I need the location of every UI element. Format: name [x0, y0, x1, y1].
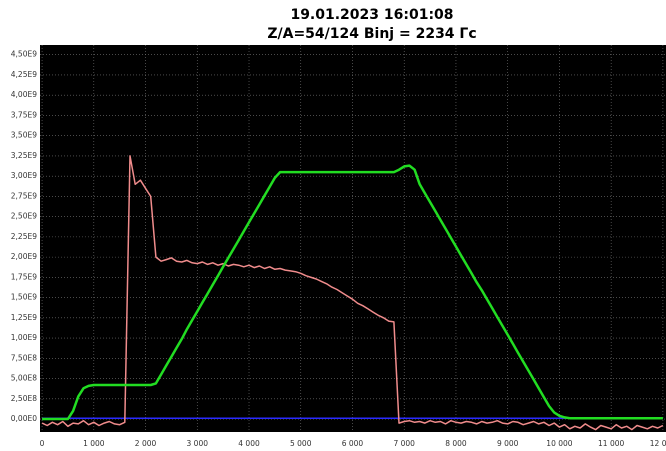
y-tick-label: 1,00E9	[11, 333, 37, 342]
x-tick-label: 2 000	[135, 439, 157, 448]
x-tick-label: 4 000	[238, 439, 260, 448]
x-tick-label: 11 000	[598, 439, 624, 448]
x-tick-label: 5 000	[290, 439, 312, 448]
series-line	[42, 164, 663, 421]
x-tick-label: 0	[40, 439, 45, 448]
y-tick-label: 3,50E9	[11, 131, 37, 140]
y-tick-label: 3,75E9	[11, 110, 37, 119]
x-tick-label: 9 000	[497, 439, 519, 448]
chart-subtitle: Z/A=54/124 Binj = 2234 Гс	[267, 26, 476, 42]
chart-title: 19.01.2023 16:01:08	[290, 7, 453, 23]
y-tick-label: 2,50E8	[11, 394, 37, 403]
y-tick-label: 1,75E9	[11, 272, 37, 281]
x-tick-label: 1 000	[83, 439, 105, 448]
y-tick-label: 2,50E9	[11, 212, 37, 221]
x-tick-label: 12 000	[650, 439, 666, 448]
x-tick-label: 8 000	[445, 439, 467, 448]
y-tick-label: 7,50E8	[11, 353, 37, 362]
y-tick-label: 5,00E8	[11, 374, 37, 383]
y-tick-label: 3,25E9	[11, 151, 37, 160]
y-tick-label: 4,00E9	[11, 90, 37, 99]
y-tick-label: 2,25E9	[11, 232, 37, 241]
y-tick-label: 4,50E9	[11, 50, 37, 59]
y-tick-label: 2,00E9	[11, 252, 37, 261]
x-tick-label: 3 000	[187, 439, 209, 448]
x-tick-label: 7 000	[393, 439, 415, 448]
y-tick-label: 1,50E9	[11, 293, 37, 302]
y-tick-label: 3,00E9	[11, 171, 37, 180]
series-line	[41, 155, 664, 431]
y-tick-label: 1,25E9	[11, 313, 37, 322]
x-tick-label: 10 000	[546, 439, 572, 448]
plot-area	[40, 45, 666, 432]
x-tick-label: 6 000	[342, 439, 364, 448]
y-tick-label: 0,00E0	[11, 414, 37, 423]
y-tick-label: 2,75E9	[11, 191, 37, 200]
y-tick-label: 4,25E9	[11, 70, 37, 79]
